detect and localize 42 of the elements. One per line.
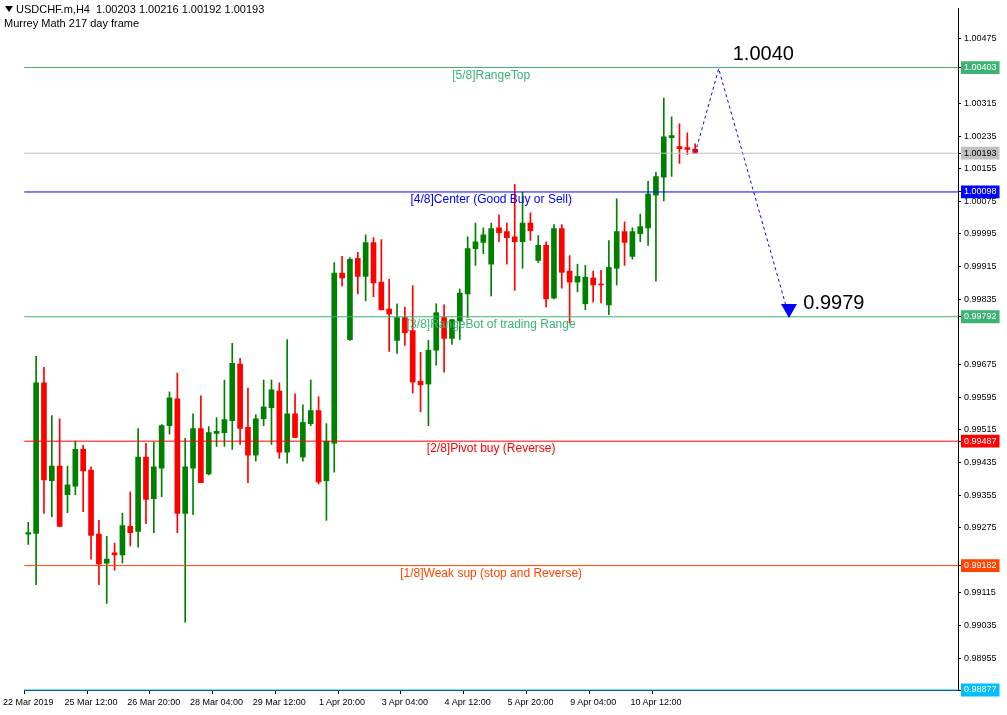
y-tick-label: 0.99835 [964, 293, 997, 304]
x-tick-label: 26 Mar 20:00 [127, 696, 181, 707]
x-tick-label: 28 Mar 04:00 [190, 696, 244, 707]
y-tick-label: 0.99435 [964, 456, 997, 467]
x-tick-label: 25 Mar 12:00 [64, 696, 118, 707]
y-tick-label: 0.99515 [964, 424, 997, 435]
x-tick-label: 22 Mar 2019 [3, 696, 54, 707]
y-tick-label: 1.00403 [964, 62, 997, 73]
annotation: 1.0040 [732, 42, 794, 65]
y-tick-label: 1.00075 [964, 195, 997, 206]
x-tick-label: 4 Apr 12:00 [444, 696, 491, 707]
y-tick-label: 0.99915 [964, 261, 997, 272]
ref-line-label: [1/8]Weak sup (stop and Reverse) [400, 565, 583, 580]
y-tick-label: 0.99275 [964, 522, 997, 533]
y-tick-label: 0.99595 [964, 391, 997, 402]
y-tick-label: 1.00315 [964, 97, 997, 108]
x-tick-label: 1 Apr 20:00 [319, 696, 366, 707]
x-tick-label: 5 Apr 20:00 [507, 696, 554, 707]
y-tick-label: 0.99995 [964, 228, 997, 239]
ref-line-label: [5/8]RangeTop [452, 67, 531, 82]
y-tick-label: 0.98955 [964, 652, 997, 663]
y-tick-label: 0.99115 [964, 587, 996, 598]
annotation: 0.9979 [803, 291, 865, 314]
y-tick-label: 1.00155 [964, 163, 997, 174]
x-tick-label: 3 Apr 04:00 [381, 696, 428, 707]
text: Murrey Math 217 day frame [4, 17, 140, 29]
x-tick-label: 9 Apr 04:00 [570, 696, 617, 707]
y-tick-label: 0.99487 [964, 435, 997, 446]
y-tick-label: 1.00193 [964, 147, 997, 158]
y-tick-label: 0.99675 [964, 358, 997, 369]
y-tick-label: 0.99355 [964, 489, 997, 500]
y-tick-label: 0.99035 [964, 620, 997, 631]
x-tick-label: 10 Apr 12:00 [630, 696, 682, 707]
y-tick-label: 0.99182 [964, 560, 997, 571]
x-tick-label: 29 Mar 12:00 [252, 696, 306, 707]
y-tick-label: 0.99792 [964, 311, 997, 322]
y-tick-label: 1.00475 [964, 32, 997, 43]
y-tick-label: 1.00235 [964, 130, 997, 141]
y-tick-label: 1.00098 [964, 186, 997, 197]
chart-title: USDCHF.m,H4 1.00203 1.00216 1.00192 1.00193 [16, 3, 265, 15]
ref-line-label: [2/8]Pivot buy (Reverse) [426, 441, 556, 456]
y-tick-label: 0.98877 [964, 684, 997, 695]
